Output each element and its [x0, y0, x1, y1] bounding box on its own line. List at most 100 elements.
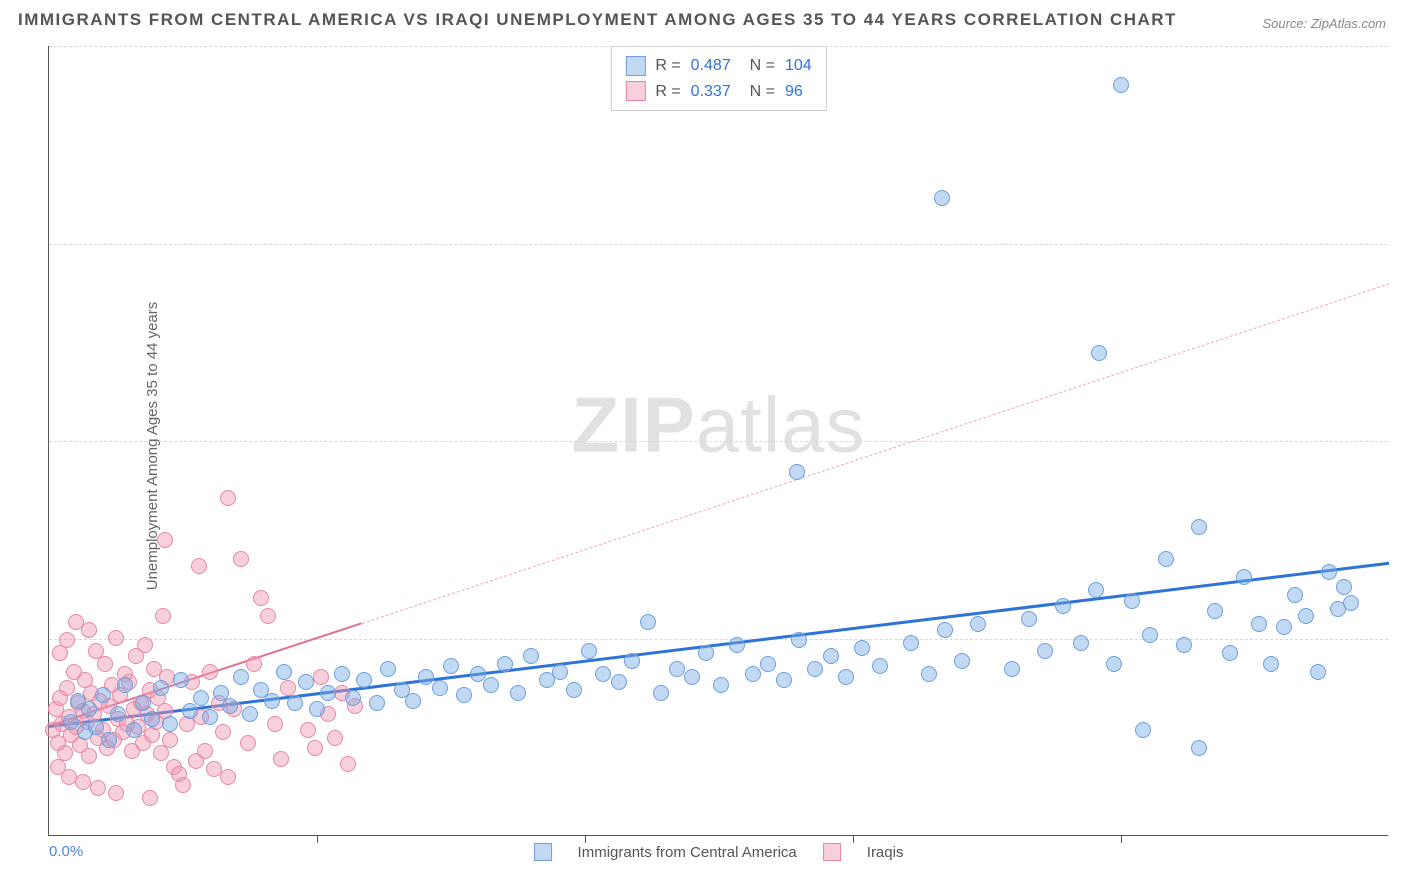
data-point	[273, 751, 289, 767]
data-point	[1343, 595, 1359, 611]
data-point	[1142, 627, 1158, 643]
trend-line	[361, 283, 1389, 624]
stats-legend-box: R = 0.487 N = 104 R = 0.337 N = 96	[610, 46, 826, 111]
data-point	[791, 632, 807, 648]
data-point	[854, 640, 870, 656]
x-tick-label: 0.0%	[49, 843, 83, 860]
data-point	[1158, 551, 1174, 567]
data-point	[59, 632, 75, 648]
data-point	[334, 666, 350, 682]
data-point	[1037, 643, 1053, 659]
data-point	[954, 653, 970, 669]
swatch-blue-icon	[625, 56, 645, 76]
chart-title: IMMIGRANTS FROM CENTRAL AMERICA VS IRAQI…	[18, 10, 1177, 30]
data-point	[443, 658, 459, 674]
data-point	[611, 674, 627, 690]
bottom-legend: Immigrants from Central America Iraqis	[534, 843, 904, 861]
data-point	[233, 669, 249, 685]
data-point	[838, 669, 854, 685]
data-point	[595, 666, 611, 682]
data-point	[81, 622, 97, 638]
data-point	[202, 709, 218, 725]
data-point	[745, 666, 761, 682]
data-point	[175, 777, 191, 793]
stat-n-blue: 104	[785, 53, 812, 79]
data-point	[233, 551, 249, 567]
data-point	[340, 756, 356, 772]
data-point	[653, 685, 669, 701]
data-point	[823, 648, 839, 664]
x-tick-stub	[853, 836, 854, 843]
data-point	[75, 774, 91, 790]
data-point	[684, 669, 700, 685]
data-point	[276, 664, 292, 680]
gridline-y	[49, 46, 1388, 47]
legend-swatch-blue-icon	[534, 843, 552, 861]
data-point	[624, 653, 640, 669]
data-point	[432, 680, 448, 696]
data-point	[1336, 579, 1352, 595]
data-point	[222, 698, 238, 714]
data-point	[1124, 593, 1140, 609]
data-point	[581, 643, 597, 659]
x-tick-stub	[585, 836, 586, 843]
data-point	[1073, 635, 1089, 651]
data-point	[345, 690, 361, 706]
data-point	[264, 693, 280, 709]
data-point	[369, 695, 385, 711]
stats-row-blue: R = 0.487 N = 104	[625, 53, 811, 79]
data-point	[356, 672, 372, 688]
data-point	[523, 648, 539, 664]
data-point	[1276, 619, 1292, 635]
data-point	[497, 656, 513, 672]
data-point	[253, 590, 269, 606]
data-point	[280, 680, 296, 696]
data-point	[776, 672, 792, 688]
data-point	[81, 748, 97, 764]
data-point	[1321, 564, 1337, 580]
data-point	[142, 790, 158, 806]
data-point	[552, 664, 568, 680]
data-point	[242, 706, 258, 722]
data-point	[260, 608, 276, 624]
data-point	[95, 687, 111, 703]
data-point	[108, 785, 124, 801]
data-point	[566, 682, 582, 698]
data-point	[483, 677, 499, 693]
data-point	[155, 608, 171, 624]
data-point	[162, 732, 178, 748]
data-point	[921, 666, 937, 682]
data-point	[380, 661, 396, 677]
data-point	[313, 669, 329, 685]
data-point	[1091, 345, 1107, 361]
data-point	[669, 661, 685, 677]
data-point	[1310, 664, 1326, 680]
data-point	[137, 637, 153, 653]
data-point	[220, 769, 236, 785]
data-point	[300, 722, 316, 738]
data-point	[1176, 637, 1192, 653]
data-point	[1021, 611, 1037, 627]
data-point	[760, 656, 776, 672]
data-point	[1207, 603, 1223, 619]
plot-area: ZIPatlas R = 0.487 N = 104 R = 0.337 N =…	[48, 46, 1388, 836]
data-point	[789, 464, 805, 480]
data-point	[1222, 645, 1238, 661]
data-point	[215, 724, 231, 740]
data-point	[240, 735, 256, 751]
data-point	[191, 558, 207, 574]
data-point	[197, 743, 213, 759]
data-point	[1191, 519, 1207, 535]
data-point	[1263, 656, 1279, 672]
legend-label-blue: Immigrants from Central America	[578, 844, 797, 861]
data-point	[126, 722, 142, 738]
data-point	[510, 685, 526, 701]
watermark: ZIPatlas	[571, 379, 865, 470]
data-point	[101, 732, 117, 748]
data-point	[307, 740, 323, 756]
data-point	[267, 716, 283, 732]
data-point	[157, 532, 173, 548]
data-point	[88, 719, 104, 735]
data-point	[903, 635, 919, 651]
data-point	[807, 661, 823, 677]
